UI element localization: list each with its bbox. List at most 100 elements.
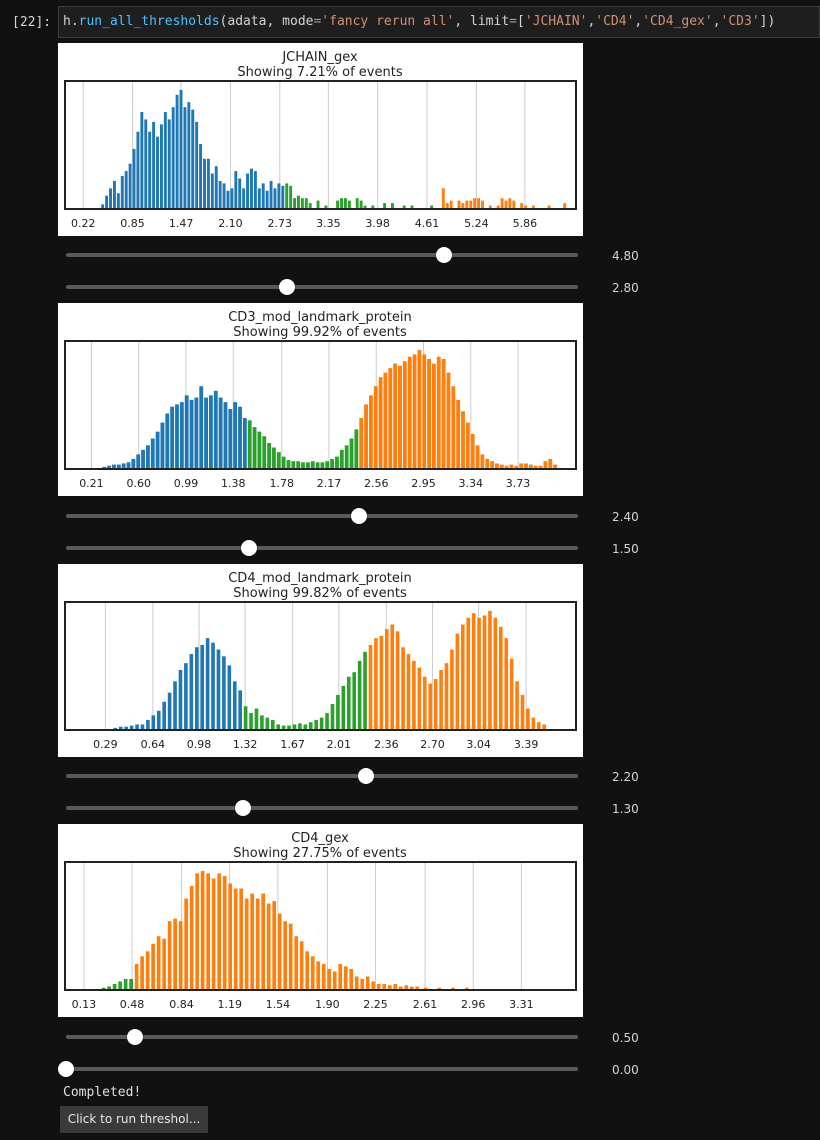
histogram-bar <box>233 888 238 989</box>
histogram-bar <box>519 463 524 468</box>
bars <box>101 89 567 208</box>
slider-value: 2.80 <box>612 281 639 295</box>
slider-track <box>66 546 578 550</box>
run-threshold-button[interactable]: Click to run threshol... <box>60 1106 208 1133</box>
x-ticks: 0.13 0.48 0.84 1.19 1.54 1.90 2.25 2.61 2.96 3.31 <box>72 998 534 1011</box>
code-function: run_all_thresholds <box>78 14 220 29</box>
histogram-bar <box>184 898 188 989</box>
histogram-bar <box>436 356 441 468</box>
slider-handle[interactable] <box>278 279 295 295</box>
histogram-bar <box>406 654 411 729</box>
histogram-bar <box>283 921 288 989</box>
histogram-bar <box>145 951 150 989</box>
code-mode-value: 'fancy rerun all' <box>321 14 455 29</box>
slider-value: 0.50 <box>612 1031 639 1045</box>
x-tick-label: 0.98 <box>187 738 212 751</box>
slider-handle[interactable] <box>235 800 252 816</box>
histogram-bar <box>210 173 214 208</box>
histogram-bar <box>449 200 453 208</box>
grid-lines <box>82 82 526 208</box>
histogram-bar <box>178 669 183 729</box>
histogram-bar <box>299 941 304 989</box>
histogram-bar <box>437 987 442 989</box>
histogram-bar <box>255 898 260 989</box>
x-tick-label: 3.34 <box>459 477 484 490</box>
slider-handle[interactable] <box>358 768 375 784</box>
histogram-bar <box>514 465 519 468</box>
histogram-bar <box>156 936 161 989</box>
histogram-bar <box>330 458 335 468</box>
histogram-bar <box>124 171 128 208</box>
threshold-slider-cd4-gex-upper[interactable] <box>66 1027 578 1047</box>
slider-handle[interactable] <box>127 1029 144 1045</box>
histogram-bar <box>187 102 191 208</box>
threshold-slider-cd3-lower[interactable] <box>66 538 578 558</box>
histogram-bar <box>512 200 516 208</box>
threshold-slider-cd4-gex-lower[interactable] <box>58 1059 578 1079</box>
slider-handle[interactable] <box>350 508 367 524</box>
threshold-slider-jchain-upper[interactable] <box>66 245 578 265</box>
histogram-bar <box>223 402 228 468</box>
threshold-slider-cd3-upper[interactable] <box>66 506 578 526</box>
histogram-bar <box>410 205 414 208</box>
histogram-bar <box>320 462 325 468</box>
slider-handle[interactable] <box>240 540 257 556</box>
code-str-3: 'CD4_gex' <box>642 14 713 29</box>
histogram-bar <box>228 408 233 468</box>
x-tick-label: 1.54 <box>266 998 291 1011</box>
threshold-slider-cd4-lower[interactable] <box>66 798 578 818</box>
histogram-bar <box>109 188 112 208</box>
histogram-bar <box>285 183 289 208</box>
histogram-bar <box>390 624 395 729</box>
histogram-bar <box>456 399 461 468</box>
slider-value: 1.30 <box>612 802 639 816</box>
slider-value: 1.50 <box>612 542 639 556</box>
slider-handle[interactable] <box>436 247 453 263</box>
histogram-bar <box>439 669 443 729</box>
histogram-bar <box>431 363 436 468</box>
histogram-bar <box>542 724 547 729</box>
plot-frame <box>64 601 577 731</box>
histogram-bar <box>374 638 378 729</box>
histogram-bar <box>107 465 112 468</box>
histogram-bar <box>422 354 427 468</box>
histogram-bar <box>465 422 470 468</box>
slider-handle[interactable] <box>58 1061 74 1077</box>
histogram-bar <box>118 981 122 989</box>
slider-track <box>66 285 578 289</box>
code-obj: h. <box>63 14 79 29</box>
code-arg1: (adata, mode <box>219 14 314 29</box>
code-cell[interactable]: h.run_all_thresholds(adata, mode='fancy … <box>58 6 820 38</box>
histogram-chart-cd3: CD3_mod_landmark_protein Showing 99.92% … <box>64 310 577 490</box>
histogram-bar <box>325 461 330 468</box>
histogram-panel-cd4: CD4_mod_landmark_protein Showing 99.82% … <box>58 564 583 757</box>
histogram-bar <box>402 205 406 208</box>
histogram-bar <box>217 873 222 989</box>
histogram-bar <box>218 180 222 208</box>
histogram-bar <box>368 395 373 468</box>
histogram-bar <box>368 644 373 729</box>
histogram-bar <box>417 349 422 468</box>
histogram-bar <box>404 985 409 989</box>
x-ticks: 0.29 0.64 0.98 1.32 1.67 2.01 2.36 2.70 3.04 3.39 <box>93 738 538 751</box>
histogram-panel-cd3: CD3_mod_landmark_protein Showing 99.92% … <box>58 303 583 496</box>
histogram-bar <box>199 144 203 208</box>
histogram-bar <box>230 188 234 208</box>
histogram-bar <box>482 615 487 729</box>
histogram-bar <box>239 888 244 989</box>
histogram-bar <box>338 963 343 989</box>
bars <box>101 870 469 989</box>
histogram-bar <box>222 656 226 729</box>
histogram-bar <box>171 107 175 208</box>
histogram-bar <box>383 372 388 468</box>
histogram-bar <box>136 454 141 468</box>
histogram-bar <box>151 715 156 729</box>
histogram-bar <box>272 901 277 989</box>
x-tick-label: 0.60 <box>126 477 151 490</box>
histogram-bar <box>332 971 337 989</box>
threshold-slider-cd4-upper[interactable] <box>66 766 578 786</box>
histogram-bar <box>343 198 347 208</box>
histogram-bar <box>493 617 498 729</box>
threshold-slider-jchain-lower[interactable] <box>66 277 578 297</box>
histogram-bar <box>140 724 145 729</box>
